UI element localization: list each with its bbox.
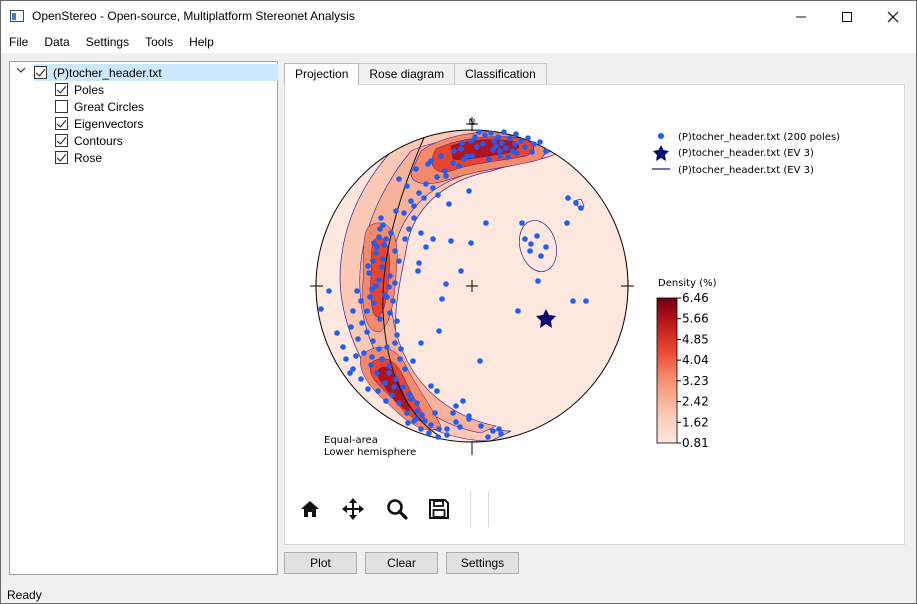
tree-item-label: Eigenvectors	[74, 116, 144, 131]
tree-item-rose[interactable]: Rose	[55, 149, 102, 166]
pan-icon	[342, 498, 364, 520]
menu-tools[interactable]: Tools	[145, 35, 174, 49]
menu-settings[interactable]: Settings	[85, 35, 130, 49]
home-button[interactable]	[297, 496, 323, 522]
settings-button[interactable]: Settings	[446, 552, 519, 574]
minimize-button[interactable]	[778, 1, 824, 32]
tree-item-label: Contours	[74, 133, 123, 148]
great-circles-checkbox[interactable]	[55, 100, 68, 113]
close-button[interactable]	[870, 1, 916, 32]
chevron-down-icon[interactable]	[16, 65, 26, 78]
tab-rose-diagram[interactable]: Rose diagram	[358, 63, 456, 84]
close-icon	[887, 11, 899, 22]
clear-button[interactable]: Clear	[365, 552, 438, 574]
minimize-icon	[796, 16, 806, 17]
zoom-button[interactable]	[384, 496, 410, 522]
tree-item-label: Rose	[74, 150, 103, 165]
home-icon	[301, 501, 319, 517]
tree-item-root[interactable]: (P)tocher_header.txt	[34, 64, 278, 81]
contours-checkbox[interactable]	[55, 134, 68, 147]
tab-classification[interactable]: Classification	[454, 63, 547, 84]
tree-root-label: (P)tocher_header.txt	[53, 65, 162, 80]
data-tree[interactable]: (P)tocher_header.txt Poles Great Circles…	[9, 61, 278, 575]
tree-item-label: Great Circles	[74, 99, 145, 114]
eigenvectors-checkbox[interactable]	[55, 117, 68, 130]
menu-file[interactable]: File	[9, 35, 29, 49]
zoom-icon	[387, 499, 408, 520]
status-bar: Ready	[7, 588, 42, 602]
toolbar-separator	[488, 491, 489, 527]
toolbar-separator	[470, 491, 471, 527]
menu-help[interactable]: Help	[189, 35, 214, 49]
tree-item-contours[interactable]: Contours	[55, 132, 123, 149]
app-icon	[10, 10, 24, 22]
save-icon	[429, 499, 449, 519]
tree-item-label: Poles	[74, 82, 105, 97]
tab-projection[interactable]: Projection	[284, 63, 360, 85]
tree-item-eigenvectors[interactable]: Eigenvectors	[55, 115, 143, 132]
tree-item-poles[interactable]: Poles	[55, 81, 104, 98]
tree-root-checkbox[interactable]	[34, 66, 47, 79]
menu-bar: File Data Settings Tools Help	[1, 32, 916, 53]
maximize-button[interactable]	[824, 1, 870, 32]
plot-button[interactable]: Plot	[284, 552, 357, 574]
save-button[interactable]	[426, 496, 452, 522]
maximize-icon	[842, 11, 852, 22]
window-title: OpenStereo - Open-source, Multiplatform …	[32, 9, 355, 23]
tab-bar: Projection Rose diagram Classification	[284, 63, 547, 85]
menu-data[interactable]: Data	[44, 35, 70, 49]
rose-checkbox[interactable]	[55, 151, 68, 164]
projection-panel	[284, 84, 905, 545]
title-bar: OpenStereo - Open-source, Multiplatform …	[1, 1, 916, 32]
pan-button[interactable]	[340, 496, 366, 522]
tree-item-great-circles[interactable]: Great Circles	[55, 98, 144, 115]
poles-checkbox[interactable]	[55, 83, 68, 96]
